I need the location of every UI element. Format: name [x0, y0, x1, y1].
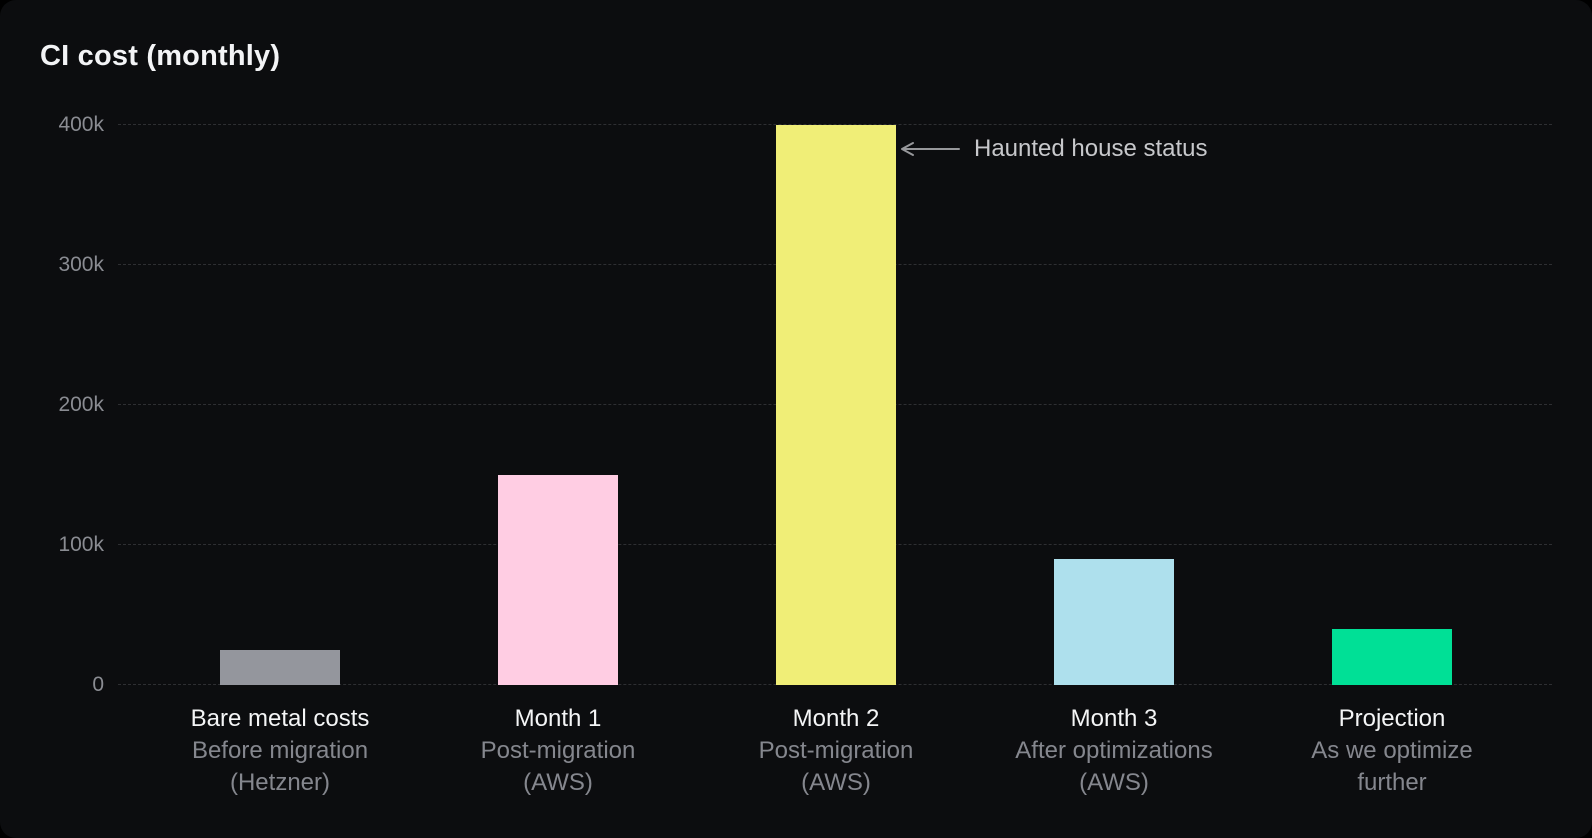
category-label-sub: Post-migration [758, 737, 914, 764]
bar[interactable] [498, 475, 618, 685]
category-label-sub: (AWS) [523, 769, 593, 796]
bar[interactable] [220, 650, 340, 685]
category-label-main: Month 3 [1070, 705, 1158, 732]
left-arrow-icon [901, 142, 960, 156]
category-label-main: Month 1 [514, 705, 602, 732]
y-axis-tick-label: 300k [58, 253, 104, 276]
category-label-sub: Before migration [191, 737, 369, 764]
category-label-sub: Post-migration [480, 737, 636, 764]
category-label-main: Month 2 [792, 705, 880, 732]
x-axis-category-label: Projection As we optimize further [1252, 703, 1532, 799]
y-axis-tick-label: 200k [58, 393, 104, 416]
x-axis-category-label: Month 3 After optimizations (AWS) [974, 703, 1254, 799]
category-label-main: Bare metal costs [190, 705, 370, 732]
y-axis-tick-label: 100k [58, 533, 104, 556]
x-axis-category-label: Bare metal costs Before migration (Hetzner… [140, 703, 420, 799]
bar[interactable] [1054, 559, 1174, 685]
category-label-sub: As we optimize [1311, 737, 1473, 764]
y-axis-tick-label: 400k [58, 113, 104, 136]
x-axis-category-label: Month 2 Post-migration (AWS) [696, 703, 976, 799]
category-label-main: Projection [1338, 705, 1446, 732]
annotation-text: Haunted house status [974, 135, 1208, 162]
category-label-sub: (AWS) [801, 769, 871, 796]
x-axis-category-label: Month 1 Post-migration (AWS) [418, 703, 698, 799]
chart-title: CI cost (monthly) [40, 40, 281, 72]
gridline [118, 124, 1552, 125]
y-axis-tick-label: 0 [92, 673, 104, 696]
category-label-sub: (Hetzner) [229, 769, 331, 796]
category-label-sub: further [1357, 769, 1427, 796]
bar[interactable] [776, 125, 896, 685]
annotation: Haunted house status [898, 134, 1208, 164]
category-label-sub: (AWS) [1079, 769, 1149, 796]
category-label-sub: After optimizations [1015, 737, 1213, 764]
bar[interactable] [1332, 629, 1452, 685]
